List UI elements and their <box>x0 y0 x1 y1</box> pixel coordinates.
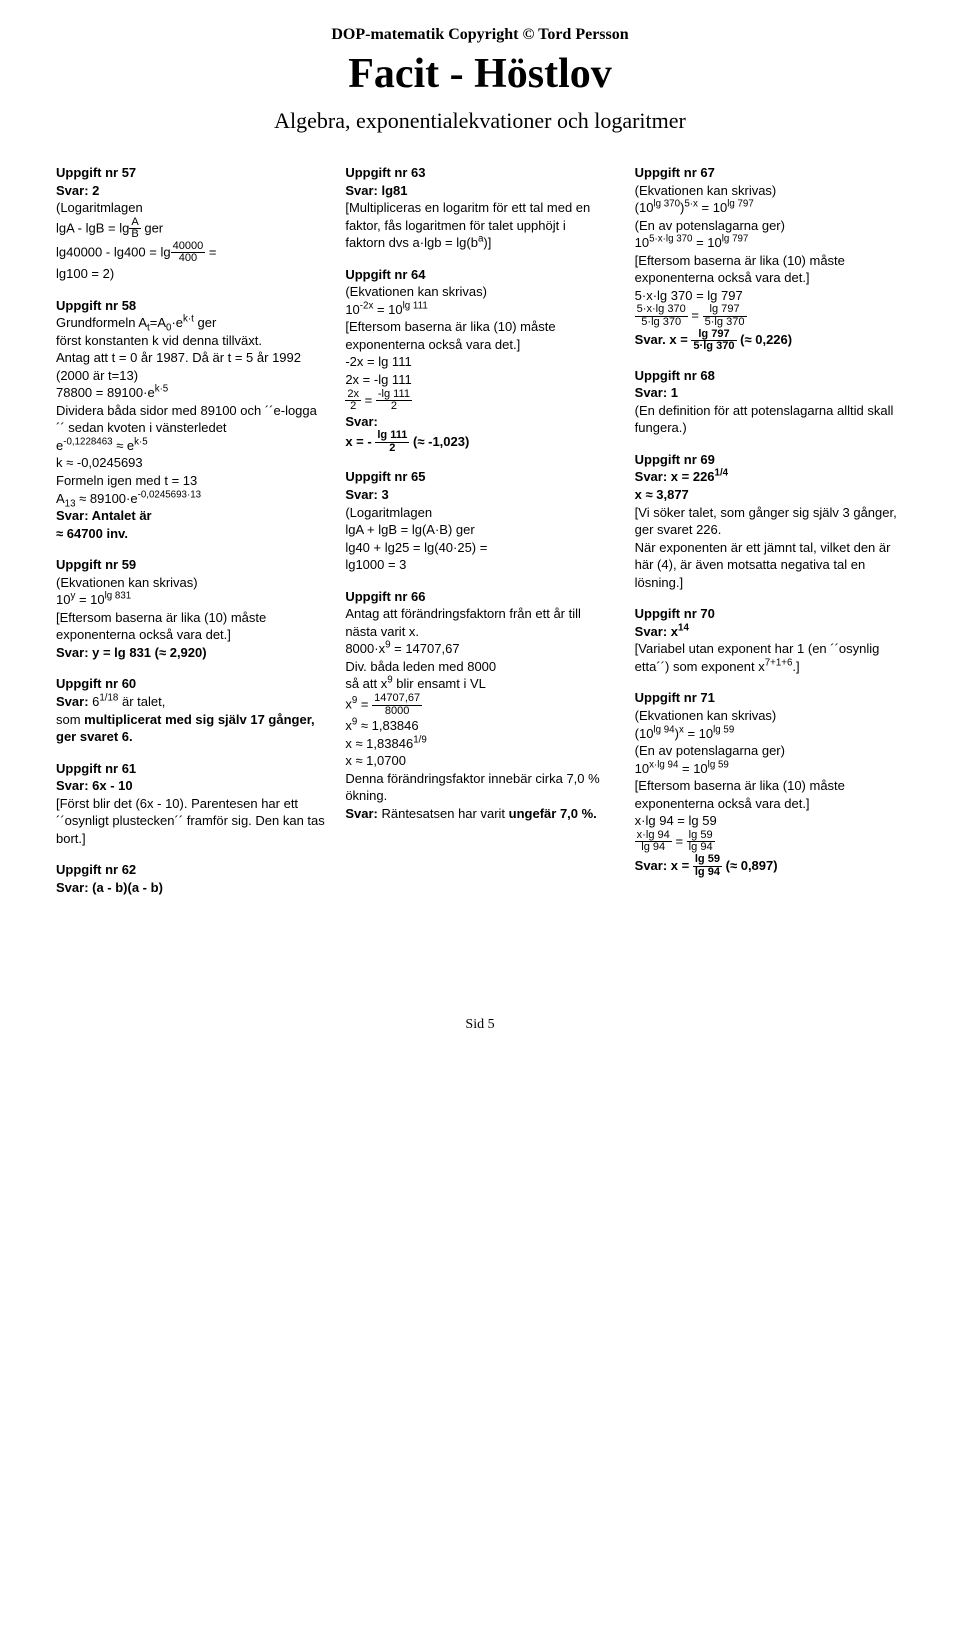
task71-line-a: (Ekvationen kan skrivas) <box>635 707 904 725</box>
task71-line-g: x·lg 94lg 94 = lg 59lg 94 <box>635 830 904 854</box>
column-3: Uppgift nr 67 (Ekvationen kan skrivas) (… <box>635 164 904 897</box>
task63-line-b: faktorn dvs a·lgb = lg(ba)] <box>345 234 614 252</box>
task57-line-d: lg100 = 2) <box>56 265 325 283</box>
task65-line-d: lg1000 = 3 <box>345 556 614 574</box>
task66-line-a: Antag att förändringsfaktorn från ett år… <box>345 605 614 640</box>
task66-line-e: x9 = 14707,678000 <box>345 693 614 717</box>
task61-answer: Svar: 6x - 10 <box>56 778 133 793</box>
task57-line-c: lg40000 - lg400 = lg40000400 = <box>56 241 325 265</box>
task65-line-a: (Logaritmlagen <box>345 504 614 522</box>
task71-line-f: x·lg 94 = lg 59 <box>635 812 904 830</box>
task61-line-a: [Först blir det (6x - 10). Parentesen ha… <box>56 795 325 848</box>
task67-heading: Uppgift nr 67 <box>635 164 904 182</box>
task66-line-b: 8000·x9 = 14707,67 <box>345 640 614 658</box>
task64-line-c: [Eftersom baserna är lika (10) måste exp… <box>345 318 614 353</box>
task58-answer2: ≈ 64700 inv. <box>56 526 128 541</box>
column-2: Uppgift nr 63 Svar: lg81 [Multipliceras … <box>345 164 614 897</box>
task64-line-e: 2x = -lg 111 <box>345 371 614 389</box>
task60-line-a: Svar: 61/18 är talet, <box>56 693 325 711</box>
task63-answer: Svar: lg81 <box>345 183 407 198</box>
task67-line-a: (Ekvationen kan skrivas) <box>635 182 904 200</box>
task65-line-c: lg40 + lg25 = lg(40·25) = <box>345 539 614 557</box>
task71-line-b: (10lg 94)x = 10lg 59 <box>635 725 904 743</box>
task57-line-b: lgA - lgB = lgAB ger <box>56 217 325 241</box>
task69-line-c: [Vi söker talet, som gånger sig själv 3 … <box>635 504 904 539</box>
page: DOP-matematik Copyright © Tord Persson F… <box>0 0 960 1075</box>
task67-line-e: [Eftersom baserna är lika (10) måste exp… <box>635 252 904 287</box>
task62-answer: Svar: (a - b)(a - b) <box>56 880 163 895</box>
task65-answer: Svar: 3 <box>345 487 388 502</box>
task64-line-b: 10-2x = 10lg 111 <box>345 301 614 319</box>
task58-line-b: först konstanten k vid denna tillväxt. <box>56 332 325 350</box>
task70-heading: Uppgift nr 70 <box>635 605 904 623</box>
task64-line-f: 2x2 = -lg 1112 <box>345 389 614 413</box>
task66-line-d: så att x9 blir ensamt i VL <box>345 675 614 693</box>
task65-heading: Uppgift nr 65 <box>345 468 614 486</box>
task64-line-d: -2x = lg 111 <box>345 353 614 371</box>
task69-line-d: När exponenten är ett jämnt tal, vilket … <box>635 539 904 592</box>
task69-line-b: x ≈ 3,877 <box>635 486 904 504</box>
task67-line-b: (10lg 370)5·x = 10lg 797 <box>635 199 904 217</box>
task66-line-h: x ≈ 1,0700 <box>345 752 614 770</box>
task67-line-g: 5·x·lg 3705·lg 370 = lg 7975·lg 370 <box>635 304 904 328</box>
task61-heading: Uppgift nr 61 <box>56 760 325 778</box>
task58-line-h: Formeln igen med t = 13 <box>56 472 325 490</box>
task64-heading: Uppgift nr 64 <box>345 266 614 284</box>
task71-answer: Svar: x = lg 59lg 94 (≈ 0,897) <box>635 854 904 878</box>
task67-answer: Svar. x = lg 7975·lg 370 (≈ 0,226) <box>635 329 904 353</box>
task67-line-c: (En av potenslagarna ger) <box>635 217 904 235</box>
task68-heading: Uppgift nr 68 <box>635 367 904 385</box>
task58-line-e: Dividera båda sidor med 89100 och ´´e-lo… <box>56 402 325 437</box>
task65-line-b: lgA + lgB = lg(A·B) ger <box>345 521 614 539</box>
task58-line-a: Grundformeln At=A0·ek·t ger <box>56 314 325 332</box>
task58-line-g: k ≈ -0,0245693 <box>56 454 325 472</box>
task71-line-d: 10x·lg 94 = 10lg 59 <box>635 760 904 778</box>
task59-answer: Svar: y = lg 831 (≈ 2,920) <box>56 645 207 660</box>
task66-line-f: x9 ≈ 1,83846 <box>345 717 614 735</box>
task67-line-d: 105·x·lg 370 = 10lg 797 <box>635 234 904 252</box>
task63-heading: Uppgift nr 63 <box>345 164 614 182</box>
page-footer: Sid 5 <box>56 1016 904 1035</box>
column-1: Uppgift nr 57 Svar: 2 (Logaritmlagen lgA… <box>56 164 325 897</box>
task58-answer1: Svar: Antalet är <box>56 508 152 523</box>
task59-line-a: (Ekvationen kan skrivas) <box>56 574 325 592</box>
columns: Uppgift nr 57 Svar: 2 (Logaritmlagen lgA… <box>56 164 904 897</box>
task66-line-i: Denna förändringsfaktor innebär cirka 7,… <box>345 770 614 805</box>
task60-heading: Uppgift nr 60 <box>56 675 325 693</box>
task64-line-a: (Ekvationen kan skrivas) <box>345 283 614 301</box>
task71-line-c: (En av potenslagarna ger) <box>635 742 904 760</box>
task57-answer: Svar: 2 <box>56 183 99 198</box>
task59-line-b: 10y = 10lg 831 <box>56 591 325 609</box>
task58-line-d: 78800 = 89100·ek·5 <box>56 384 325 402</box>
task71-line-e: [Eftersom baserna är lika (10) måste exp… <box>635 777 904 812</box>
task66-line-g: x ≈ 1,838461/9 <box>345 735 614 753</box>
task66-line-c: Div. båda leden med 8000 <box>345 658 614 676</box>
task64-answer2: x = - lg 1112 (≈ -1,023) <box>345 430 614 454</box>
task69-heading: Uppgift nr 69 <box>635 451 904 469</box>
copyright: DOP-matematik Copyright © Tord Persson <box>56 24 904 46</box>
task60-line-b: som multiplicerat med sig själv 17 gånge… <box>56 711 325 746</box>
task57-line-a: (Logaritmlagen <box>56 199 325 217</box>
task64-answer1: Svar: <box>345 414 378 429</box>
task70-answer: Svar: x14 <box>635 623 904 641</box>
doc-title: Facit - Höstlov <box>56 46 904 103</box>
task68-answer: Svar: 1 <box>635 385 678 400</box>
task59-heading: Uppgift nr 59 <box>56 556 325 574</box>
task63-line-a: [Multipliceras en logaritm för ett tal m… <box>345 199 614 234</box>
task58-line-f: e-0,1228463 ≈ ek·5 <box>56 437 325 455</box>
task66-answer: Svar: Räntesatsen har varit ungefär 7,0 … <box>345 805 614 823</box>
task71-heading: Uppgift nr 71 <box>635 689 904 707</box>
task67-line-f: 5·x·lg 370 = lg 797 <box>635 287 904 305</box>
task68-line-a: (En definition för att potenslagarna all… <box>635 402 904 437</box>
doc-subtitle: Algebra, exponentialekvationer och logar… <box>56 106 904 136</box>
task62-heading: Uppgift nr 62 <box>56 861 325 879</box>
task66-heading: Uppgift nr 66 <box>345 588 614 606</box>
task58-line-c: Antag att t = 0 år 1987. Då är t = 5 år … <box>56 349 325 384</box>
task59-line-c: [Eftersom baserna är lika (10) måste exp… <box>56 609 325 644</box>
task69-answer: Svar: x = 2261/4 <box>635 468 904 486</box>
task57-heading: Uppgift nr 57 <box>56 164 325 182</box>
task58-heading: Uppgift nr 58 <box>56 297 325 315</box>
task58-line-i: A13 ≈ 89100·e-0,0245693·13 <box>56 490 325 508</box>
task70-line-b: [Variabel utan exponent har 1 (en ´´osyn… <box>635 640 904 675</box>
